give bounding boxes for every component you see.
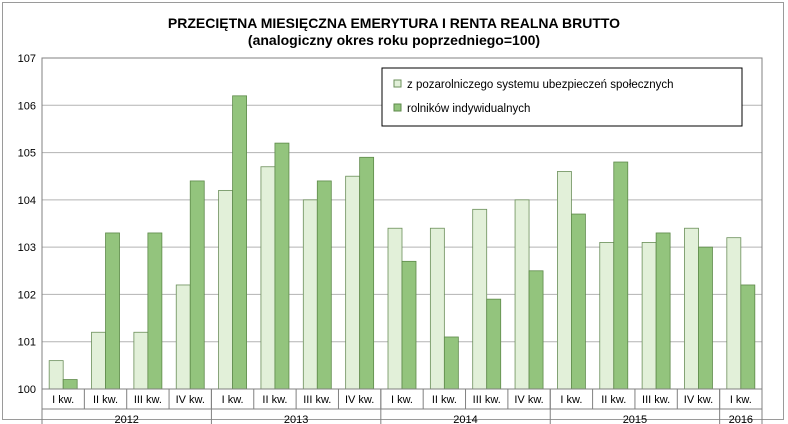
bar-nonagricultural <box>514 199 530 390</box>
legend-label-farmers: rolników indywidualnych <box>407 103 530 115</box>
plot-area-border <box>41 57 763 390</box>
bar-farmers <box>189 180 205 390</box>
y-tick-label: 104 <box>18 195 36 207</box>
bars <box>48 95 756 390</box>
bar-nonagricultural <box>684 227 699 390</box>
x-tick-label: II kw. <box>432 394 457 406</box>
bar-farmers <box>740 284 756 390</box>
x-tick-label: I kw. <box>560 394 582 406</box>
bar-nonagricultural <box>133 331 149 390</box>
x-tick-label: IV kw. <box>176 394 205 406</box>
bar-farmers <box>401 260 417 390</box>
bar-nonagricultural <box>345 175 361 390</box>
bar-farmers <box>528 270 544 390</box>
bar-farmers <box>359 156 375 390</box>
x-tick-label: I kw. <box>222 394 244 406</box>
bar-nonagricultural <box>641 242 657 390</box>
x-tick-label: II kw. <box>262 394 287 406</box>
year-label: 2014 <box>453 414 477 424</box>
y-tick-label: 101 <box>18 337 36 349</box>
bar-farmers <box>147 232 163 390</box>
bar-farmers <box>486 298 502 390</box>
bar-farmers <box>62 379 78 390</box>
x-tick-label: IV kw. <box>514 394 543 406</box>
bar-farmers <box>274 142 290 390</box>
legend-swatch-nonagricultural <box>393 79 402 88</box>
bar-nonagricultural <box>218 189 233 390</box>
x-tick-label: II kw. <box>601 394 626 406</box>
bar-nonagricultural <box>175 284 191 390</box>
bar-nonagricultural <box>260 166 276 390</box>
chart-subtitle: (analogiczny okres roku poprzedniego=100… <box>248 32 540 48</box>
bar-nonagricultural <box>387 227 403 390</box>
bar-farmers <box>571 213 586 390</box>
y-tick-label: 105 <box>18 148 36 160</box>
year-label: 2013 <box>284 414 308 424</box>
axes: 100 101 102 103 104 105 106 107 I kw. II kw. III k… <box>18 53 763 424</box>
bar-nonagricultural <box>557 171 572 390</box>
x-tick-label: III kw. <box>134 394 162 406</box>
y-tick-label: 107 <box>18 53 36 65</box>
legend: z pozarolniczego systemu ubezpieczeń spo… <box>381 67 743 127</box>
chart-title: PRZECIĘTNA MIESIĘCZNA EMERYTURA I RENTA … <box>168 15 620 31</box>
bar-farmers <box>698 246 713 390</box>
bar-farmers <box>655 232 671 390</box>
year-label: 2016 <box>729 414 753 424</box>
bar-nonagricultural <box>48 360 64 390</box>
y-tick-label: 103 <box>18 242 36 254</box>
year-label: 2015 <box>623 414 647 424</box>
y-tick-label: 102 <box>18 289 36 301</box>
bar-farmers <box>105 232 120 390</box>
bar-nonagricultural <box>472 208 488 390</box>
legend-box <box>381 67 743 127</box>
x-tick-label: II kw. <box>93 394 118 406</box>
y-tick-label: 100 <box>18 384 36 396</box>
bar-farmers <box>232 95 247 390</box>
bar-nonagricultural <box>429 227 445 390</box>
bar-farmers <box>316 180 332 390</box>
x-tick-label: III kw. <box>642 394 670 406</box>
bar-nonagricultural <box>726 237 742 390</box>
bar-nonagricultural <box>599 242 615 390</box>
x-tick-label: IV kw. <box>345 394 374 406</box>
y-tick-label: 106 <box>18 100 36 112</box>
x-tick-label: I kw. <box>730 394 752 406</box>
x-tick-label: I kw. <box>391 394 413 406</box>
x-tick-label: III kw. <box>473 394 501 406</box>
x-tick-label: III kw. <box>303 394 331 406</box>
year-label: 2012 <box>114 414 138 424</box>
x-tick-label: IV kw. <box>684 394 713 406</box>
legend-label-nonagricultural: z pozarolniczego systemu ubezpieczeń spo… <box>407 79 674 91</box>
bar-farmers <box>613 161 629 390</box>
x-tick-label: I kw. <box>52 394 74 406</box>
legend-swatch-farmers <box>393 103 402 112</box>
bar-nonagricultural <box>91 331 106 390</box>
bar-farmers <box>443 336 459 390</box>
bar-nonagricultural <box>302 199 318 390</box>
